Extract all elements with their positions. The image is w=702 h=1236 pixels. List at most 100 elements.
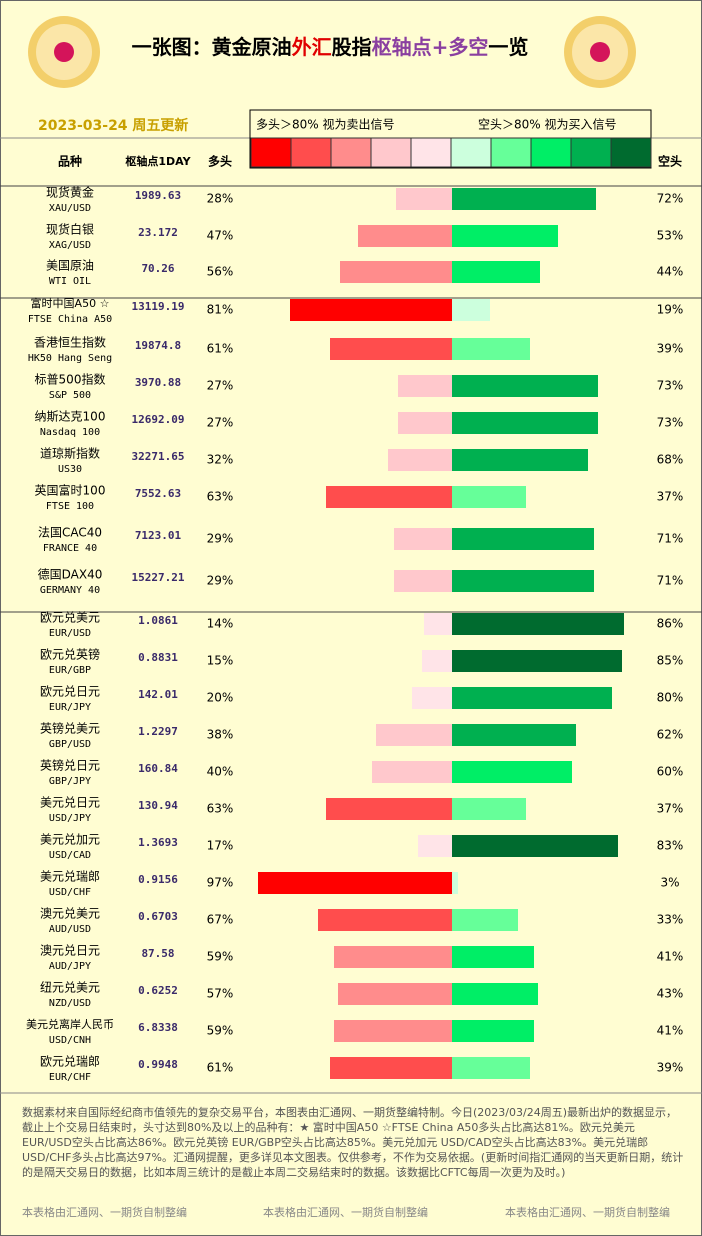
short-bar [452,761,572,783]
pivot: 7123.01 [135,529,182,542]
instrument-name: 纽元兑美元 [40,981,100,995]
column-header: 空头 [658,154,682,169]
long-bar [358,225,452,247]
instrument-name: 澳元兑美元 [40,907,100,921]
long-label: 17% [207,839,234,853]
short-label: 44% [657,265,684,279]
instrument-name: 法国CAC40 [38,526,102,540]
column-header: 品种 [58,154,82,169]
long-bar [330,1057,452,1079]
legend-swatch [610,137,652,168]
pivot: 0.6703 [138,910,178,923]
short-bar [452,946,534,968]
short-bar [452,724,576,746]
legend-text: 空头＞80% 视为买入信号 [478,117,617,132]
long-bar [412,687,452,709]
long-bar [422,650,452,672]
short-label: 33% [657,913,684,927]
long-label: 32% [207,453,234,467]
instrument-code: HK50 Hang Seng [28,353,112,364]
long-bar [330,338,452,360]
long-label: 14% [207,617,234,631]
instrument-name: 美元兑加元 [40,833,100,847]
long-bar [394,528,452,550]
long-bar [394,570,452,592]
short-label: 71% [657,532,684,546]
instrument-code: XAU/USD [49,203,91,214]
pivot: 19874.8 [135,339,181,352]
short-bar [452,225,558,247]
instrument-code: XAG/USD [49,240,91,251]
legend-swatch [450,137,492,168]
short-bar [452,872,458,894]
short-bar [452,261,540,283]
long-bar [290,299,452,321]
instrument-name: 富时中国A50 ☆ [31,296,110,310]
credit: 本表格由汇通网、一期货自制整编 [505,1206,670,1219]
long-label: 59% [207,1024,234,1038]
long-bar [334,946,452,968]
pivot: 130.94 [138,799,178,812]
short-label: 53% [657,229,684,243]
instrument-name: 现货黄金 [46,185,94,200]
instrument-name: 欧元兑英镑 [40,647,100,662]
instrument-code: GBP/JPY [49,776,91,787]
instrument-name: 道琼斯指数 [40,446,100,461]
instrument-code: EUR/USD [49,628,91,639]
instrument-code: S&P 500 [49,390,91,401]
pivot: 15227.21 [132,571,185,584]
pivot: 1989.63 [135,189,181,202]
long-bar [258,872,452,894]
pivot: 1.3693 [138,836,178,849]
pivot: 6.8338 [138,1021,178,1034]
short-bar [452,412,598,434]
long-label: 20% [207,691,234,705]
short-label: 43% [657,987,684,1001]
column-header: 多头 [208,154,232,169]
short-bar [452,613,624,635]
footer-note: 数据素材来自国际经纪商市值领先的复杂交易平台，本图表由汇通网、一期货整编特制。今… [22,1106,684,1179]
instrument-name: 德国DAX40 [38,567,103,582]
short-bar [452,1057,530,1079]
short-label: 71% [657,574,684,588]
long-label: 61% [207,1061,234,1075]
short-bar [452,835,618,857]
long-label: 38% [207,728,234,742]
long-label: 61% [207,342,234,356]
instrument-name: 欧元兑美元 [40,611,100,625]
instrument-code: EUR/CHF [49,1072,91,1083]
long-label: 59% [207,950,234,964]
long-label: 28% [207,192,234,206]
long-label: 81% [207,303,234,317]
short-label: 19% [657,303,684,317]
instrument-name: 美元兑日元 [40,796,100,810]
pivot: 0.9156 [138,873,178,886]
short-bar [452,983,538,1005]
short-bar [452,299,490,321]
legend-swatch [570,137,612,168]
long-label: 56% [207,265,234,279]
instrument-code: GBP/USD [49,739,91,750]
title-part: 枢轴点+多空 [372,35,489,59]
pivot: 87.58 [141,947,174,960]
instrument-code: USD/CHF [49,887,91,898]
long-label: 47% [207,229,234,243]
long-bar [318,909,452,931]
short-label: 86% [657,617,684,631]
short-label: 72% [657,192,684,206]
short-label: 3% [660,876,679,890]
short-label: 37% [657,490,684,504]
pivot: 3970.88 [135,376,181,389]
logo [28,16,100,88]
pivot: 0.8831 [138,651,178,664]
long-label: 40% [207,765,234,779]
short-label: 41% [657,950,684,964]
short-label: 39% [657,1061,684,1075]
legend-swatch [490,137,532,168]
short-bar [452,1020,534,1042]
long-label: 57% [207,987,234,1001]
instrument-code: US30 [58,464,82,475]
legend-swatch [330,137,372,168]
instrument-code: AUD/JPY [49,961,91,972]
